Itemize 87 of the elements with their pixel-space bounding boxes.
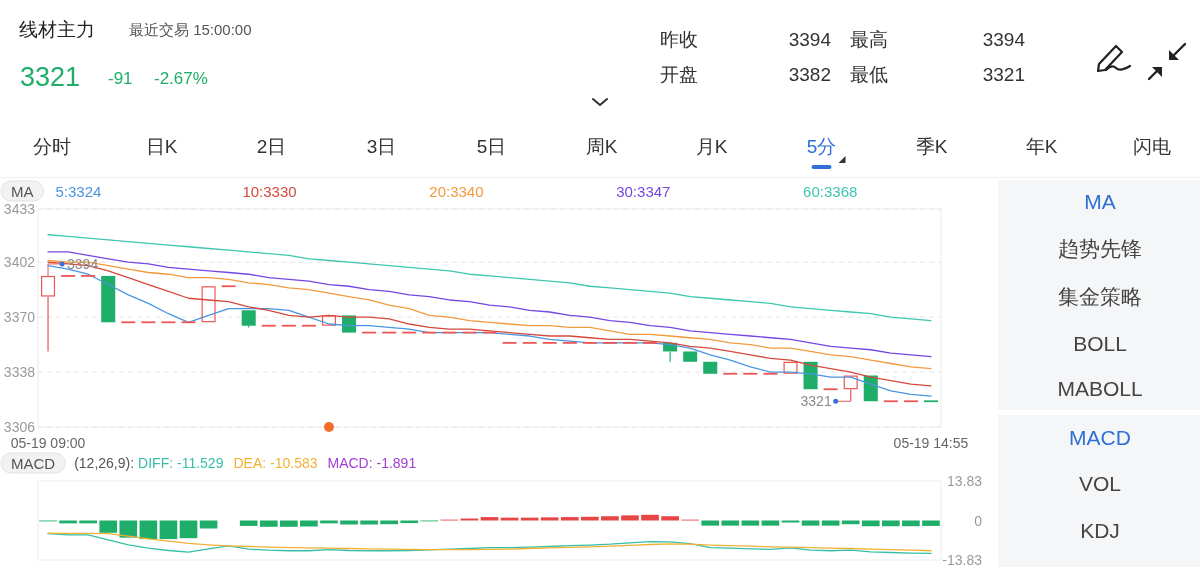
y-tick-label: 13.83 bbox=[946, 473, 983, 489]
candlestick bbox=[140, 321, 157, 324]
candlestick bbox=[561, 341, 578, 344]
text: 5分 bbox=[806, 135, 837, 157]
text: 60:3368 bbox=[803, 182, 858, 200]
text: 昨收 bbox=[660, 28, 698, 50]
candlestick bbox=[742, 372, 759, 375]
y-tick-label: 3338 bbox=[3, 364, 36, 381]
candlestick bbox=[521, 341, 538, 344]
text: 年K bbox=[1025, 135, 1058, 157]
text: 最近交易 15:00:00 bbox=[129, 20, 252, 38]
candlestick bbox=[581, 341, 598, 344]
x-tick-label: 05-19 09:00 bbox=[10, 435, 86, 451]
text: MABOLL bbox=[1057, 376, 1143, 400]
candlestick bbox=[280, 324, 297, 327]
candlestick bbox=[683, 351, 698, 362]
text: MACD: -1.891 bbox=[327, 455, 417, 471]
annotation: 3394 bbox=[67, 255, 99, 272]
candlestick bbox=[783, 361, 798, 374]
text: 月K bbox=[695, 135, 728, 157]
text: 分时 bbox=[32, 135, 71, 157]
chart-subtitle: (12,26,9): bbox=[74, 455, 135, 471]
text: 2日 bbox=[256, 135, 287, 157]
text: 集金策略 bbox=[1058, 284, 1142, 308]
y-tick-label: 3402 bbox=[3, 254, 36, 271]
candlestick bbox=[902, 400, 919, 403]
candlestick bbox=[41, 275, 56, 353]
candlestick bbox=[882, 400, 899, 403]
legend-title: MA bbox=[11, 182, 34, 200]
candlestick bbox=[300, 324, 317, 327]
y-tick-label: 3433 bbox=[3, 201, 36, 217]
candlestick bbox=[703, 361, 718, 374]
candlestick bbox=[321, 315, 336, 326]
y-tick-label: 3370 bbox=[3, 309, 36, 326]
text: 周K bbox=[585, 135, 618, 157]
y-tick-label: 0 bbox=[974, 512, 983, 529]
x-tick-label: 05-19 14:55 bbox=[893, 435, 969, 451]
candlestick bbox=[120, 321, 137, 324]
candlestick bbox=[220, 285, 237, 288]
text: 3394 bbox=[982, 28, 1026, 50]
text: 5日 bbox=[476, 135, 507, 157]
text: 3321 bbox=[20, 62, 81, 92]
text: 30:3347 bbox=[616, 182, 671, 200]
candlestick bbox=[923, 400, 939, 403]
y-tick-label: -13.83 bbox=[942, 552, 983, 567]
y-tick-label: 3306 bbox=[3, 419, 36, 435]
text: VOL bbox=[1078, 471, 1122, 495]
candlestick bbox=[201, 286, 216, 323]
text: DEA: -10.583 bbox=[233, 455, 318, 471]
text: 闪电 bbox=[1132, 135, 1171, 157]
text: 3日 bbox=[366, 135, 397, 157]
text: 趋势先锋 bbox=[1058, 236, 1142, 260]
candlestick bbox=[722, 372, 739, 375]
candlestick bbox=[642, 341, 658, 344]
text: 3382 bbox=[788, 63, 831, 85]
candlestick bbox=[260, 324, 277, 327]
annotation: 3321 bbox=[800, 393, 832, 410]
candlestick bbox=[822, 388, 839, 391]
text: BOLL bbox=[1073, 331, 1127, 355]
text: 10:3330 bbox=[242, 182, 297, 200]
text: 20:3340 bbox=[429, 182, 484, 200]
text: DIFF: -11.529 bbox=[138, 455, 224, 471]
text: 最低 bbox=[850, 63, 888, 85]
text: KDJ bbox=[1080, 518, 1120, 542]
line-series bbox=[47, 251, 932, 358]
candlestick bbox=[622, 341, 638, 344]
line-series bbox=[47, 234, 932, 322]
text: MACD bbox=[1069, 425, 1131, 449]
text: 线材主力 bbox=[19, 18, 95, 40]
text: 最高 bbox=[850, 28, 888, 50]
text: 3394 bbox=[788, 28, 832, 50]
legend-title: MACD bbox=[11, 454, 56, 472]
text: 日K bbox=[145, 135, 178, 157]
candlestick bbox=[762, 372, 779, 375]
text: 季K bbox=[915, 135, 948, 157]
candlestick bbox=[501, 341, 518, 344]
text: -2.67% bbox=[154, 68, 208, 88]
text: 开盘 bbox=[660, 63, 698, 85]
candlestick bbox=[160, 321, 177, 324]
candlestick bbox=[101, 275, 116, 323]
candlestick bbox=[601, 341, 618, 344]
text: 3321 bbox=[982, 63, 1025, 85]
candlestick bbox=[180, 321, 197, 324]
text: -91 bbox=[108, 68, 133, 88]
candlestick bbox=[541, 341, 558, 344]
text: 5:3324 bbox=[55, 182, 102, 200]
text: MA bbox=[1084, 189, 1116, 213]
